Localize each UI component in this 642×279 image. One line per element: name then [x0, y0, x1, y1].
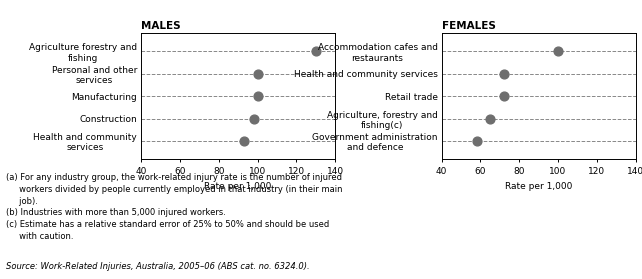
- X-axis label: Rate per 1,000: Rate per 1,000: [205, 182, 272, 191]
- Point: [485, 116, 496, 121]
- Text: FEMALES: FEMALES: [442, 21, 496, 31]
- Point: [252, 94, 263, 98]
- Point: [311, 49, 321, 54]
- Point: [499, 72, 509, 76]
- Point: [553, 49, 563, 54]
- Point: [248, 116, 259, 121]
- Point: [239, 139, 249, 143]
- Text: (a) For any industry group, the work-related injury rate is the number of injure: (a) For any industry group, the work-rel…: [6, 173, 343, 241]
- X-axis label: Rate per 1,000: Rate per 1,000: [505, 182, 572, 191]
- Text: MALES: MALES: [141, 21, 181, 31]
- Point: [499, 94, 509, 98]
- Point: [471, 139, 482, 143]
- Text: Source: Work-Related Injuries, Australia, 2005–06 (ABS cat. no. 6324.0).: Source: Work-Related Injuries, Australia…: [6, 262, 310, 271]
- Point: [252, 72, 263, 76]
